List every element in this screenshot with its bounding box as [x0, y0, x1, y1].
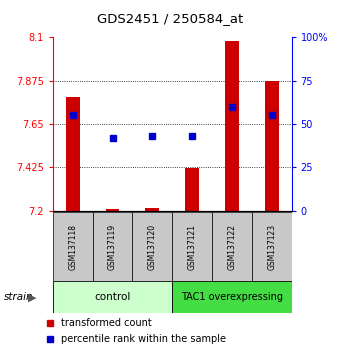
Text: GSM137119: GSM137119	[108, 224, 117, 270]
Bar	[66, 97, 80, 211]
Text: GSM137120: GSM137120	[148, 224, 157, 270]
Text: ▶: ▶	[28, 292, 36, 302]
Text: GSM137118: GSM137118	[68, 224, 77, 270]
Text: GSM137123: GSM137123	[267, 224, 276, 270]
Text: GSM137122: GSM137122	[227, 224, 236, 270]
Bar	[53, 281, 172, 313]
Bar	[132, 212, 172, 281]
Text: GDS2451 / 250584_at: GDS2451 / 250584_at	[98, 12, 243, 25]
Text: transformed count: transformed count	[61, 319, 152, 329]
Text: strain: strain	[3, 292, 33, 302]
Bar	[93, 212, 132, 281]
Bar	[185, 168, 199, 211]
Bar	[172, 281, 292, 313]
Bar	[252, 212, 292, 281]
Text: percentile rank within the sample: percentile rank within the sample	[61, 334, 226, 344]
Text: control: control	[94, 292, 131, 302]
Bar	[145, 208, 159, 211]
Bar	[212, 212, 252, 281]
Bar	[172, 212, 212, 281]
Bar	[225, 41, 239, 211]
Text: GSM137121: GSM137121	[188, 224, 197, 270]
Bar	[106, 209, 119, 211]
Bar	[53, 212, 93, 281]
Text: TAC1 overexpressing: TAC1 overexpressing	[181, 292, 283, 302]
Bar	[265, 81, 279, 211]
